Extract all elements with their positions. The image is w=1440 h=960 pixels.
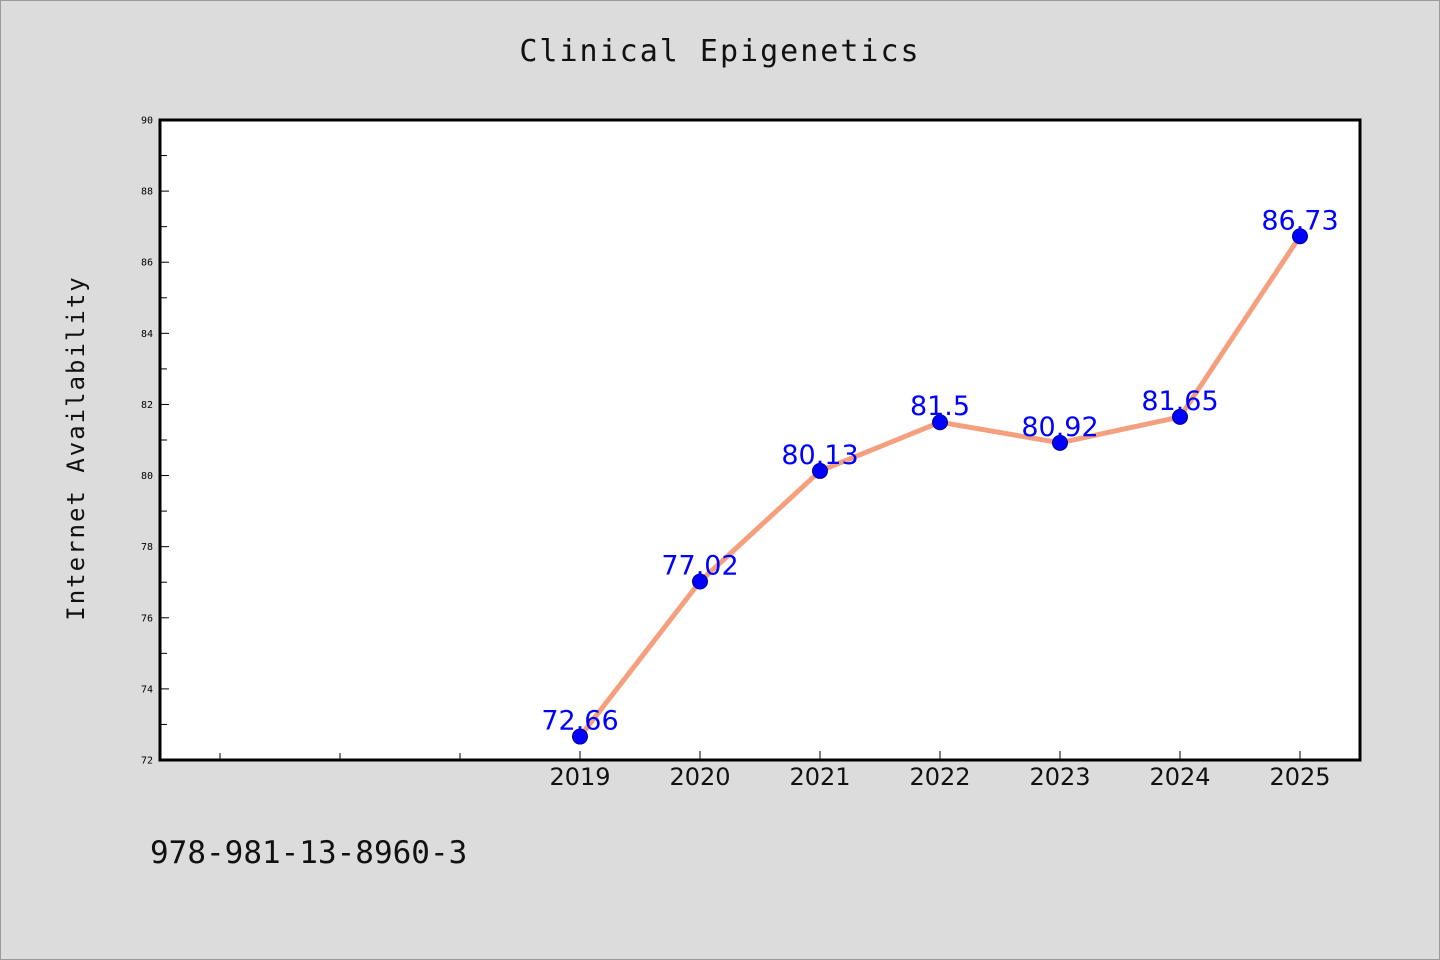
x-tick-label: 2019	[549, 763, 610, 791]
isbn-footer: 978-981-13-8960-3	[150, 835, 468, 871]
x-tick-label: 2025	[1269, 763, 1330, 791]
data-point	[572, 728, 588, 745]
y-tick-label: 76	[141, 613, 153, 624]
data-point	[692, 573, 708, 590]
data-label: 72.66	[541, 706, 618, 737]
data-label: 77.02	[661, 551, 738, 582]
plot-area	[158, 118, 1362, 762]
data-label: 80.92	[1021, 412, 1098, 443]
data-label: 81.65	[1141, 386, 1218, 417]
y-tick-label: 82	[141, 400, 153, 411]
data-label: 86.73	[1261, 205, 1338, 236]
data-label: 81.5	[910, 391, 970, 422]
data-point	[1052, 434, 1068, 451]
x-tick-label: 2023	[1029, 763, 1090, 791]
x-tick-label: 2020	[669, 763, 730, 791]
y-tick-label: 88	[141, 187, 153, 198]
data-label: 80.13	[781, 440, 858, 471]
data-point	[1172, 408, 1188, 425]
x-tick-label: 2021	[789, 763, 850, 791]
data-point	[1292, 228, 1308, 245]
data-point	[932, 414, 948, 431]
y-tick-label: 84	[141, 329, 153, 340]
y-tick-label: 78	[141, 542, 153, 553]
y-tick-label: 80	[141, 471, 153, 482]
y-tick-label: 72	[141, 756, 153, 767]
x-tick-label: 2022	[909, 763, 970, 791]
x-tick-label: 2024	[1149, 763, 1210, 791]
y-tick-label: 86	[141, 258, 153, 269]
y-tick-label: 90	[141, 116, 153, 127]
chart-title: Clinical Epigenetics	[519, 34, 921, 69]
data-point	[812, 462, 828, 479]
y-tick-label: 74	[141, 684, 153, 695]
